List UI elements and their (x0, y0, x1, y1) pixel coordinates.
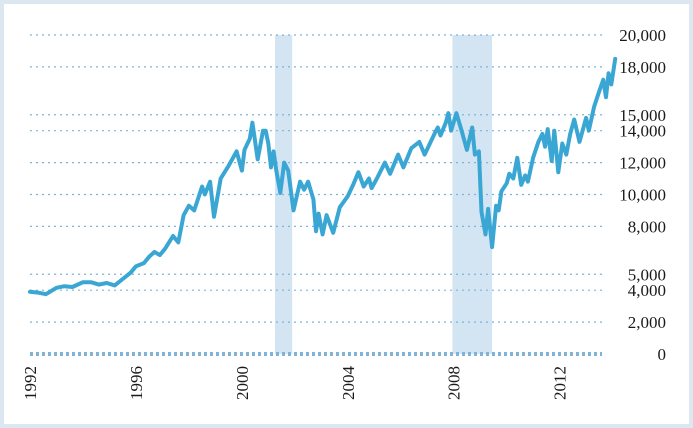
x-tick-label-5: 2012 (551, 366, 570, 400)
x-tick-label-1: 1996 (127, 366, 146, 400)
x-tick-label-0: 1992 (21, 366, 40, 400)
series-line-0 (28, 56, 618, 297)
series-layer (28, 56, 618, 297)
y-tick-label-4: 8,000 (628, 217, 666, 236)
y-tick-label-8: 15,000 (619, 106, 666, 125)
y-tick-label-2: 4,000 (628, 281, 666, 300)
y-tick-label-9: 18,000 (619, 58, 666, 77)
y-tick-label-0: 0 (658, 345, 667, 364)
y-axis: 02,0004,0005,0008,00010,00012,00014,0001… (619, 26, 666, 364)
recession-shading (274, 35, 493, 354)
x-tick-label-4: 2008 (445, 366, 464, 400)
y-tick-label-3: 5,000 (628, 265, 666, 284)
x-axis: 1992 1996 2000 2004 2008 2012 (21, 366, 570, 401)
stock-index-line-chart: 02,0004,0005,0008,00010,00012,00014,0001… (21, 26, 666, 401)
x-tick-label-3: 2004 (339, 366, 358, 401)
y-tick-label-7: 14,000 (619, 122, 666, 141)
y-tick-label-10: 20,000 (619, 26, 666, 45)
recession-band-1 (452, 35, 493, 354)
y-tick-label-6: 12,000 (619, 154, 666, 173)
y-tick-label-1: 2,000 (628, 313, 666, 332)
chart-frame: 0 2,000 4,000 5,000 8,000 10,000 12,000 14,000 1… (4, 4, 689, 424)
x-tick-label-2: 2000 (233, 366, 252, 400)
y-tick-label-5: 10,000 (619, 186, 666, 205)
gridlines (30, 34, 602, 356)
